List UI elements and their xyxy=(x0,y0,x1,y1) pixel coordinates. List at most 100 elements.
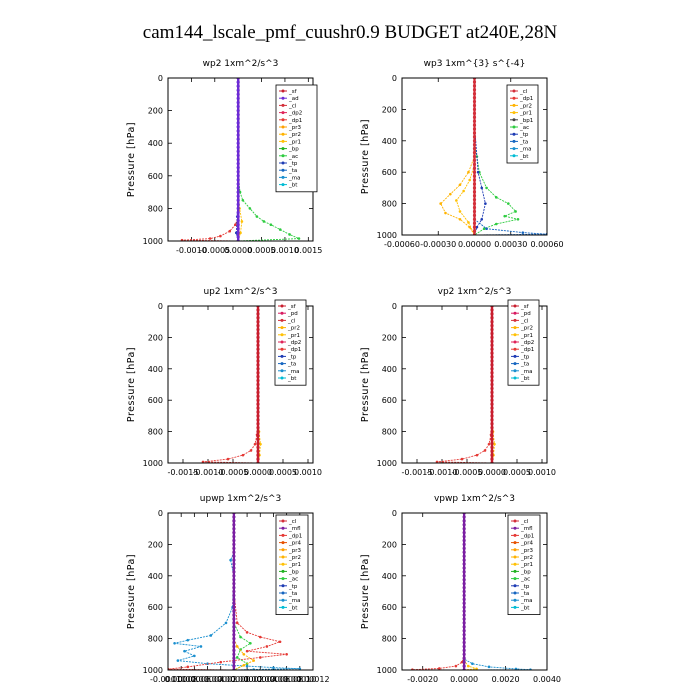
y-tick-label: 800 xyxy=(382,635,397,644)
zero-trace-marker xyxy=(490,445,494,449)
legend-marker xyxy=(281,584,285,588)
zero-trace-marker xyxy=(256,402,260,406)
y-tick-label: 0 xyxy=(392,509,397,518)
zero-trace-marker xyxy=(256,422,260,426)
zero-trace-marker xyxy=(236,186,240,190)
zero-trace-marker xyxy=(490,394,494,398)
zero-trace-marker xyxy=(256,331,260,336)
data-point_dp1 xyxy=(437,667,441,670)
zero-trace-marker xyxy=(462,519,466,523)
legend-box xyxy=(507,514,541,615)
legend-label: _dp2 xyxy=(288,111,302,117)
zero-trace-marker xyxy=(256,351,260,355)
x-tick-label: 0.0000 xyxy=(450,675,478,684)
legend-label: _mfl xyxy=(288,526,301,532)
legend-label: _bt xyxy=(287,376,297,382)
zero-trace-marker xyxy=(462,515,466,519)
zero-trace-marker xyxy=(232,648,236,652)
legend-marker xyxy=(281,118,285,122)
y-tick-label: 800 xyxy=(382,200,397,209)
zero-trace-marker xyxy=(490,430,494,434)
x-tick-label: 0.0010 xyxy=(271,246,299,255)
legend-marker xyxy=(512,103,516,107)
legend-marker xyxy=(513,591,517,595)
zero-trace-marker xyxy=(236,166,240,170)
zero-trace-marker xyxy=(232,574,236,578)
legend-marker xyxy=(513,347,517,351)
legend-marker xyxy=(280,347,284,351)
data-point_ma xyxy=(487,665,491,669)
zero-trace-marker xyxy=(236,125,240,129)
zero-trace-marker xyxy=(256,406,260,410)
zero-trace-marker xyxy=(236,80,240,84)
y-tick-label: 0 xyxy=(392,302,397,311)
legend-label: _ac xyxy=(520,577,530,583)
panel-title-upwp: upwp 1xm^2/s^3 xyxy=(200,494,281,504)
panels-group: wp2 1xm^2/s^3 Pressure [hPa] 0 200 400 600 800… xyxy=(126,59,564,684)
series-line_dp1 xyxy=(168,513,287,670)
zero-trace-marker xyxy=(472,111,477,115)
data-point_ac xyxy=(269,223,273,226)
data-point_tp xyxy=(476,170,480,174)
zero-trace-marker xyxy=(232,538,236,543)
zero-trace-marker xyxy=(236,170,240,174)
zero-trace-marker xyxy=(490,375,494,379)
zero-trace-marker xyxy=(462,546,466,550)
x-tick-label: -0.0005 xyxy=(452,468,483,477)
data-point_ma xyxy=(298,667,302,670)
zero-trace-marker xyxy=(256,430,260,434)
data-point_dp1 xyxy=(234,223,237,226)
zero-trace-marker xyxy=(472,99,477,104)
legend-label: _dp1 xyxy=(520,347,534,353)
zero-trace-marker xyxy=(462,613,466,617)
zero-trace-marker xyxy=(490,312,494,316)
data-point_ma xyxy=(183,649,186,653)
data-point_ma xyxy=(209,634,213,637)
zero-trace-marker xyxy=(472,107,477,111)
legend-marker xyxy=(513,354,517,358)
legend-label: _cl xyxy=(288,519,297,525)
legend-marker xyxy=(281,591,285,595)
data-point_pr2 xyxy=(242,663,246,667)
zero-trace-marker xyxy=(490,347,494,351)
zero-trace-marker xyxy=(472,84,477,88)
data-point_pr1 xyxy=(467,221,470,224)
data-point_tp xyxy=(475,225,479,229)
legend-label: _sf xyxy=(288,89,298,95)
zero-trace-marker xyxy=(472,202,477,206)
legend-marker xyxy=(513,533,517,537)
panel-title-wp2: wp2 1xm^2/s^3 xyxy=(203,59,279,69)
zero-trace-marker xyxy=(236,100,240,105)
data-point_dp1 xyxy=(180,238,184,241)
legend-label: _ma xyxy=(288,175,300,181)
zero-trace-marker xyxy=(236,161,240,166)
zero-trace-marker xyxy=(490,453,494,457)
x-tick-label: -0.0020 xyxy=(407,675,438,684)
zero-trace-marker xyxy=(256,308,260,312)
data-point_dp1 xyxy=(249,449,253,452)
zero-trace-marker xyxy=(490,367,494,371)
data-point_ma xyxy=(229,558,232,562)
zero-trace-marker xyxy=(232,613,236,617)
x-tick-label: 0.0005 xyxy=(503,468,531,477)
zero-trace-marker xyxy=(490,331,494,336)
zero-trace-marker xyxy=(232,660,236,664)
plot-frame xyxy=(401,77,548,236)
zero-trace-marker xyxy=(236,157,240,162)
legend-marker xyxy=(513,333,517,337)
legend-label: _pr4 xyxy=(520,541,534,547)
legend-marker xyxy=(280,369,284,373)
x-tick-label: 0.00002 xyxy=(231,675,264,684)
zero-trace-marker xyxy=(236,109,240,113)
y-axis-label: Pressure [hPa] xyxy=(126,347,137,422)
legend-marker xyxy=(513,598,517,602)
zero-trace-marker xyxy=(232,589,236,594)
data-point_ma xyxy=(471,662,474,666)
data-point_ma xyxy=(272,666,275,669)
legend-up2: _sf_pd_cl _pr2_pr1_dp2_dp1_tp _ta_ma_bt xyxy=(274,299,307,386)
zero-trace-marker xyxy=(472,96,477,100)
zero-trace-marker xyxy=(232,562,236,566)
zero-trace-marker xyxy=(490,339,494,343)
legend-marker xyxy=(281,541,285,545)
data-point_dp1 xyxy=(241,453,245,457)
